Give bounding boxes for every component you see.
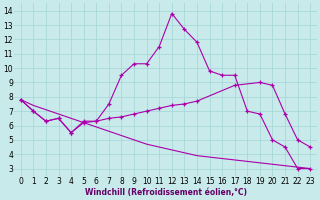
X-axis label: Windchill (Refroidissement éolien,°C): Windchill (Refroidissement éolien,°C) — [84, 188, 246, 197]
